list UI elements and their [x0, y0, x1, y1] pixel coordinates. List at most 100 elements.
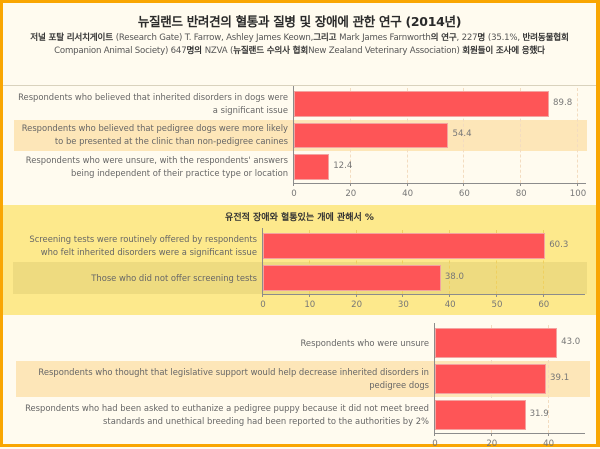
subtitle-part: 명: [477, 33, 488, 43]
value-label: 43.0: [561, 337, 581, 347]
category-label: Respondents who thought that legislative…: [9, 366, 429, 392]
subtitle-part: (35.1%,: [487, 33, 523, 43]
category-label-line: Respondents who were unsure: [300, 337, 429, 348]
x-tick-mark: [262, 294, 263, 297]
x-tick-label: 60: [538, 300, 550, 310]
gridline: [547, 325, 549, 433]
category-label-line: who felt inherited disorders were a sign…: [40, 247, 257, 257]
x-tick-label: 100: [569, 188, 587, 199]
y-axis-line: [434, 323, 435, 433]
category-label-line: to be presented at the clinic than non-p…: [54, 136, 288, 147]
subtitle-part: (Research Gate) T. Farrow, Ashley James …: [115, 33, 314, 43]
bar[interactable]: [263, 265, 441, 291]
category-label: Respondents who believed that inherited …: [8, 91, 288, 117]
x-tick-label: 10: [304, 300, 316, 310]
page-subtitle: 저널 포탈 리서치게이트 (Research Gate) T. Farrow, …: [30, 32, 570, 58]
value-label: 12.4: [333, 160, 353, 171]
page-title: 뉴질랜드 반려견의 혈통과 질병 및 장애에 관한 연구 (2014년): [137, 14, 462, 29]
chart-panel-3: Respondents who were unsure 43.0 Responden…: [3, 315, 596, 449]
subtitle-part: 반려동물협회: [522, 33, 569, 43]
x-tick-label: 30: [397, 300, 409, 310]
category-label: Those who did not offer screening tests: [7, 272, 257, 285]
category-label-line: Respondents who believed that pedigree d…: [21, 123, 288, 134]
value-label: 38.0: [444, 272, 464, 282]
x-tick-mark: [547, 433, 549, 436]
subtitle-part: New Zealand Veterinary Association): [308, 46, 463, 56]
subtitle-part: 저널 포탈 리서치게이트: [30, 33, 116, 43]
subtitle-part: Companion Animal Society) 647: [54, 46, 187, 56]
x-tick-mark: [349, 182, 351, 186]
chart-panel-1: Respondents who believed that inherited …: [3, 85, 596, 201]
category-label-line: Screening tests were routinely offered b…: [29, 234, 257, 244]
gridline: [520, 88, 522, 183]
subtitle-part: Mark James Farnworth: [339, 33, 431, 43]
gridline: [355, 230, 357, 294]
x-tick-label: 60: [458, 188, 470, 199]
category-label-line: Respondents who believed that inherited …: [18, 91, 288, 102]
x-tick-label: 40: [543, 439, 555, 449]
x-tick-mark: [577, 182, 578, 186]
gridline: [449, 230, 451, 294]
subtitle-part: 그리고: [313, 33, 340, 43]
subtitle-part: , 227: [456, 33, 478, 43]
y-axis-line: [262, 228, 263, 294]
gridline: [577, 88, 578, 183]
bar[interactable]: [435, 400, 526, 430]
x-tick-label: 80: [515, 188, 527, 199]
x-tick-mark: [434, 433, 435, 436]
x-tick-mark: [490, 433, 492, 436]
category-label-line: Respondents who thought that legislative…: [38, 367, 429, 377]
category-label-line: standards and unethical breeding had bee…: [103, 416, 429, 426]
subtitle-part: 의 연구: [430, 33, 457, 43]
value-label: 31.9: [529, 409, 549, 419]
bar[interactable]: [294, 91, 550, 117]
category-label-line: Respondents who had been asked to euthan…: [25, 403, 429, 413]
category-label: Respondents who had been asked to euthan…: [9, 402, 429, 428]
subtitle-part: NZVA (: [204, 46, 234, 56]
category-label-line: being independent of their practice type…: [71, 167, 288, 178]
x-tick-mark: [308, 294, 310, 297]
gridline: [402, 230, 404, 294]
value-label: 39.1: [550, 373, 570, 383]
value-label: 60.3: [549, 240, 569, 250]
gridline: [542, 230, 544, 294]
subtitle-part: 명의: [186, 46, 205, 56]
category-label: Screening tests were routinely offered b…: [7, 233, 257, 259]
x-axis-line: [293, 182, 586, 184]
panel-2-title: 유전적 장애와 혈통있는 개에 관해서 %: [225, 213, 374, 223]
category-label: Respondents who believed that pedigree d…: [8, 122, 288, 148]
bar[interactable]: [294, 122, 449, 148]
x-tick-mark: [449, 294, 451, 297]
category-label: Respondents who were unsure: [9, 337, 429, 350]
bar[interactable]: [294, 154, 330, 180]
gridline: [463, 88, 465, 183]
x-tick-label: 20: [351, 300, 363, 310]
chart-panel-2: 유전적 장애와 혈통있는 개에 관해서 % Screening tests we…: [3, 205, 596, 315]
x-tick-label: 0: [432, 439, 438, 449]
y-axis-line: [293, 86, 294, 183]
value-label: 89.8: [553, 97, 573, 108]
category-label-line: pedigree dogs: [369, 380, 429, 390]
x-tick-label: 0: [260, 300, 266, 310]
x-tick-mark: [496, 294, 497, 297]
category-label-line: Respondents who were unsure, with the re…: [25, 154, 288, 165]
category-label-line: Those who did not offer screening tests: [91, 272, 257, 283]
gridline: [496, 230, 497, 294]
x-axis-line: [434, 433, 585, 434]
subtitle-part: 뉴질랜드 수의사 협회: [233, 46, 309, 56]
x-tick-mark: [355, 294, 357, 297]
category-label: Respondents who were unsure, with the re…: [8, 154, 288, 180]
x-tick-mark: [406, 182, 408, 186]
x-tick-label: 20: [486, 439, 498, 449]
bar[interactable]: [435, 364, 547, 394]
x-tick-mark: [293, 182, 294, 186]
gridline: [308, 230, 310, 294]
x-tick-label: 40: [444, 300, 456, 310]
x-axis-line: [262, 294, 585, 295]
x-tick-label: 0: [291, 188, 297, 199]
bar[interactable]: [263, 233, 546, 259]
x-tick-label: 40: [402, 188, 414, 199]
x-tick-label: 50: [491, 300, 503, 310]
bar[interactable]: [435, 328, 558, 358]
